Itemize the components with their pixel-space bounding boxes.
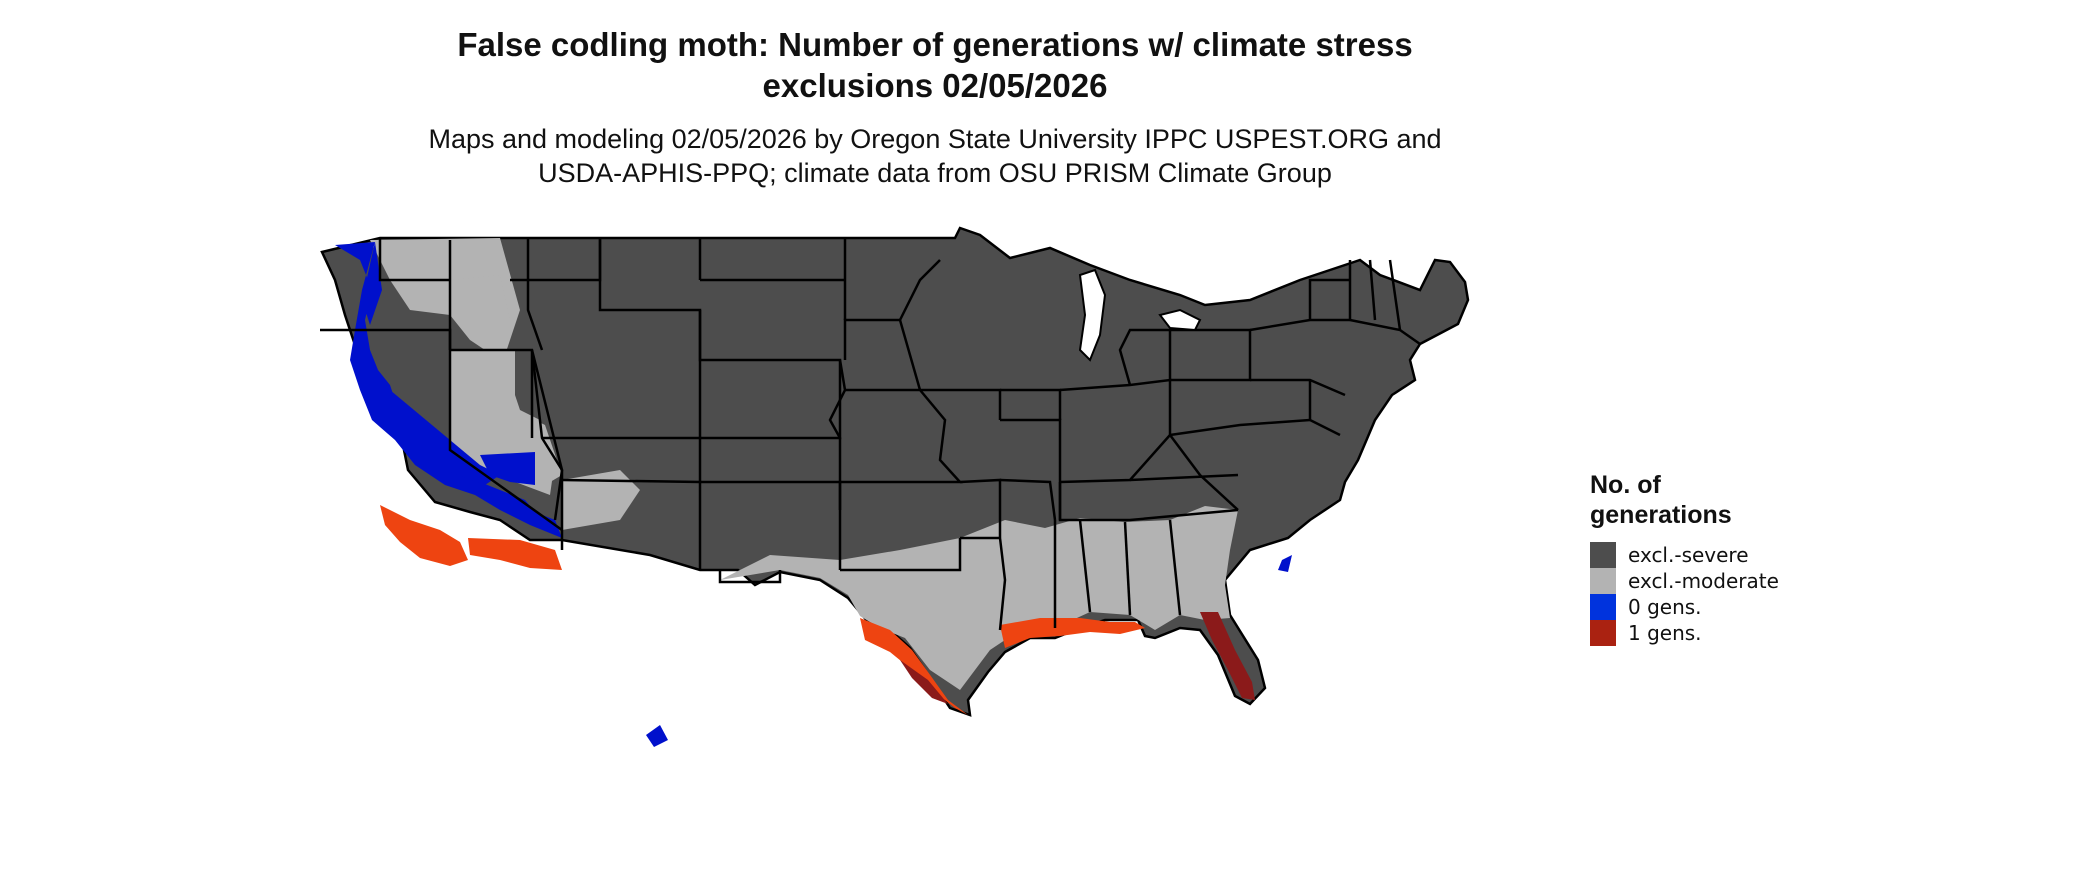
map-subtitle: Maps and modeling 02/05/2026 by Oregon S…	[0, 122, 1870, 190]
legend-swatch	[1590, 594, 1616, 620]
legend-label: 1 gens.	[1628, 621, 1702, 645]
legend-title-line-2: generations	[1590, 501, 1732, 529]
legend-swatch	[1590, 620, 1616, 646]
legend-items: excl.-severe excl.-moderate 0 gens. 1 ge…	[1590, 542, 1850, 646]
zero-gens-regions	[335, 242, 1292, 747]
map-title-line-2: exclusions 02/05/2026	[762, 67, 1108, 104]
legend-swatch	[1590, 568, 1616, 594]
legend-item: 1 gens.	[1590, 620, 1850, 646]
legend-item: excl.-severe	[1590, 542, 1850, 568]
state-borders	[320, 238, 1421, 631]
one-gens-regions	[380, 505, 1255, 715]
legend-swatch	[1590, 542, 1616, 568]
map-subtitle-line-1: Maps and modeling 02/05/2026 by Oregon S…	[428, 124, 1442, 154]
legend-title-line-1: No. of	[1590, 471, 1661, 499]
map-subtitle-line-2: USDA-APHIS-PPQ; climate data from OSU PR…	[538, 158, 1332, 188]
legend-label: excl.-moderate	[1628, 569, 1779, 593]
legend-label: excl.-severe	[1628, 543, 1749, 567]
legend-item: excl.-moderate	[1590, 568, 1850, 594]
map-legend: No. of generations excl.-severe excl.-mo…	[1590, 470, 1850, 646]
map-title: False codling moth: Number of generation…	[0, 24, 1870, 106]
map-title-line-1: False codling moth: Number of generation…	[457, 26, 1413, 63]
legend-title: No. of generations	[1590, 470, 1850, 530]
great-lakes	[1078, 268, 1202, 362]
legend-label: 0 gens.	[1628, 595, 1702, 619]
legend-item: 0 gens.	[1590, 594, 1850, 620]
us-generations-map	[320, 226, 1470, 747]
